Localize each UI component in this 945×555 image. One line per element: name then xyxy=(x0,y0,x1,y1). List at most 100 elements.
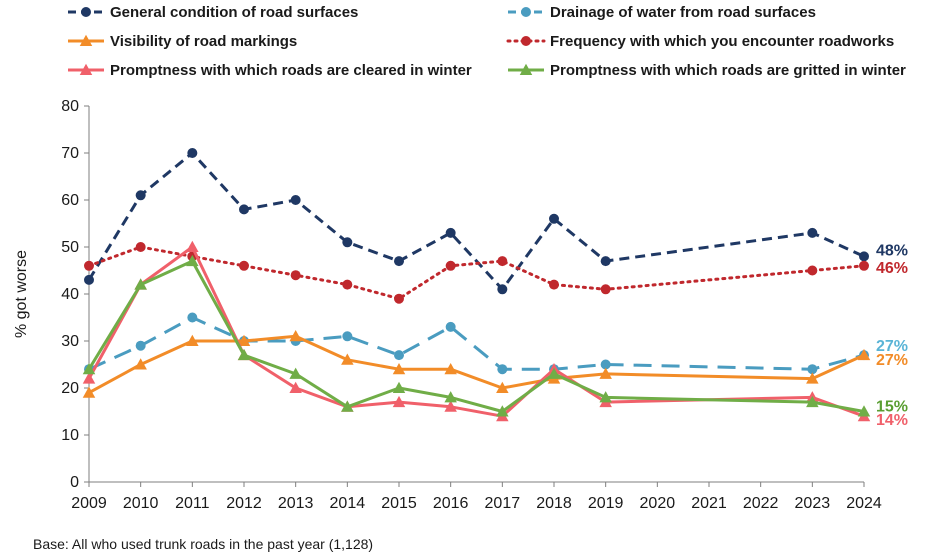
data-point-markings xyxy=(444,362,457,375)
data-point-general xyxy=(135,190,146,201)
y-tick-label: 30 xyxy=(61,333,79,350)
data-point-gritted xyxy=(134,278,147,290)
data-point-gritted xyxy=(496,405,509,417)
legend-label-gritted: Promptness with which roads are gritted … xyxy=(550,62,906,79)
data-point-markings xyxy=(496,381,509,393)
x-tick-label: 2015 xyxy=(381,495,417,512)
data-point-roadworks xyxy=(445,260,456,271)
data-point-gritted xyxy=(186,254,199,267)
series-line-general xyxy=(87,151,865,291)
y-tick-label: 10 xyxy=(61,427,79,444)
legend: General condition of road surfaces Draina… xyxy=(68,4,906,79)
footnote: Base: All who used trunk roads in the pa… xyxy=(33,536,373,552)
x-tick-label: 2022 xyxy=(743,495,779,512)
data-point-gritted xyxy=(857,405,871,417)
legend-label-markings: Visibility of road markings xyxy=(110,33,297,50)
data-point-general xyxy=(600,256,611,267)
data-point-roadworks xyxy=(84,260,94,271)
data-point-general xyxy=(859,251,869,262)
data-point-general xyxy=(445,227,456,238)
legend-item-gritted: Promptness with which roads are gritted … xyxy=(508,62,906,79)
data-point-gritted xyxy=(341,400,354,412)
data-point-drainage xyxy=(445,321,456,332)
data-point-markings xyxy=(237,334,251,346)
end-label-general: 48% xyxy=(876,242,908,259)
data-point-drainage xyxy=(342,331,353,342)
end-label-drainage: 27% xyxy=(876,338,908,355)
end-label-cleared: 14% xyxy=(876,412,908,429)
data-point-markings xyxy=(134,358,147,370)
legend-label-general: General condition of road surfaces xyxy=(110,4,358,21)
data-point-general xyxy=(497,284,508,295)
data-point-roadworks xyxy=(859,260,869,271)
data-point-gritted xyxy=(806,395,819,408)
series-line-gritted xyxy=(87,259,865,413)
end-label-roadworks: 46% xyxy=(876,260,908,277)
series-line-cleared xyxy=(87,245,865,418)
legend-label-roadworks: Frequency with which you encounter roadw… xyxy=(550,33,894,50)
series-line-markings xyxy=(88,334,865,395)
data-point-roadworks xyxy=(239,260,249,271)
data-point-gritted xyxy=(392,381,406,393)
series-gritted xyxy=(82,254,871,417)
y-tick-label: 40 xyxy=(61,286,79,303)
data-point-roadworks xyxy=(807,265,818,276)
data-point-cleared xyxy=(289,381,302,393)
y-tick-label: 60 xyxy=(61,192,79,209)
x-tick-label: 2018 xyxy=(536,495,572,512)
legend-marker-markings xyxy=(79,34,93,46)
data-point-drainage xyxy=(497,364,508,375)
x-tick-label: 2021 xyxy=(691,495,727,512)
x-tick-label: 2009 xyxy=(71,495,107,512)
data-point-cleared xyxy=(392,395,406,408)
data-point-markings xyxy=(289,330,302,342)
data-point-gritted xyxy=(599,391,612,403)
y-tick-label: 70 xyxy=(61,145,79,162)
data-point-drainage xyxy=(187,312,198,323)
y-axis-title: % got worse xyxy=(13,250,30,338)
data-point-gritted xyxy=(237,348,251,361)
legend-label-cleared: Promptness with which roads are cleared … xyxy=(110,62,472,79)
axes: 0 10 20 30 40 50 60 70 80 2009 2010 2011 2012 2013 201… xyxy=(13,98,882,512)
x-tick-label: 2024 xyxy=(846,495,882,512)
data-point-gritted xyxy=(444,391,457,403)
legend-item-roadworks: Frequency with which you encounter roadw… xyxy=(506,33,894,50)
x-tick-label: 2014 xyxy=(330,495,366,512)
data-point-cleared xyxy=(82,372,96,384)
data-point-cleared xyxy=(444,400,457,412)
data-point-roadworks xyxy=(394,293,404,304)
data-point-drainage xyxy=(807,364,818,375)
data-point-markings xyxy=(186,334,199,346)
y-tick-label: 50 xyxy=(61,239,79,256)
x-tick-label: 2010 xyxy=(123,495,159,512)
data-point-general xyxy=(807,227,818,238)
series-cleared xyxy=(82,240,871,422)
data-point-markings xyxy=(82,386,96,398)
legend-item-general: General condition of road surfaces xyxy=(68,4,358,21)
end-labels: 48% 27%27% 46% 14%15% xyxy=(876,242,908,429)
x-tick-label: 2016 xyxy=(433,495,469,512)
data-point-roadworks xyxy=(600,284,611,295)
data-point-roadworks xyxy=(549,279,559,290)
series-drainage xyxy=(84,312,869,375)
data-point-general xyxy=(239,204,249,215)
data-point-general xyxy=(394,256,404,267)
legend-item-drainage: Drainage of water from road surfaces xyxy=(508,4,816,21)
legend-marker-general xyxy=(81,7,91,17)
legend-marker-drainage xyxy=(521,7,531,17)
data-point-drainage xyxy=(600,359,611,370)
data-point-general xyxy=(187,148,198,158)
x-tick-label: 2020 xyxy=(640,495,676,512)
data-point-markings xyxy=(599,367,612,379)
x-tick-label: 2023 xyxy=(795,495,831,512)
data-point-markings xyxy=(341,353,354,365)
x-tick-label: 2019 xyxy=(588,495,624,512)
data-point-gritted xyxy=(289,367,302,379)
data-point-roadworks xyxy=(135,242,146,252)
series-layer xyxy=(82,148,871,422)
data-point-gritted xyxy=(547,367,561,379)
data-point-general xyxy=(342,237,353,248)
end-label-gritted: 15% xyxy=(876,399,908,416)
y-tick-label: 20 xyxy=(61,380,79,397)
